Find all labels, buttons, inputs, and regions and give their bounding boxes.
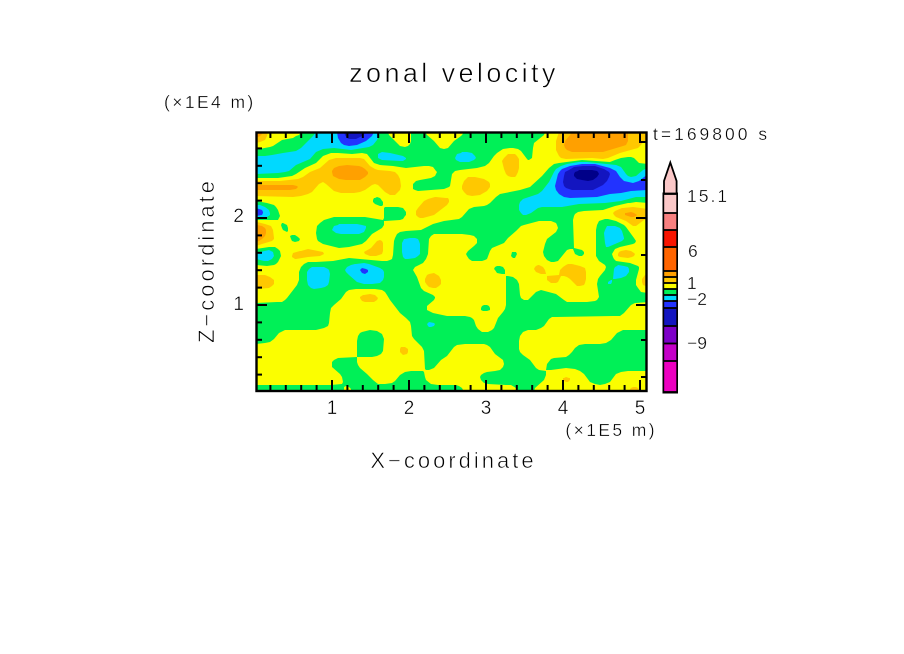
svg-text:2: 2 bbox=[404, 398, 415, 419]
svg-text:zonal velocity: zonal velocity bbox=[349, 58, 559, 88]
svg-text:−2: −2 bbox=[687, 289, 707, 309]
svg-text:5: 5 bbox=[635, 398, 646, 419]
svg-text:2: 2 bbox=[233, 206, 244, 227]
svg-text:1: 1 bbox=[687, 273, 697, 293]
svg-text:(×1E5 m): (×1E5 m) bbox=[565, 420, 657, 440]
svg-text:Z−coordinate: Z−coordinate bbox=[194, 178, 219, 343]
svg-text:3: 3 bbox=[481, 398, 492, 419]
svg-text:1: 1 bbox=[233, 294, 244, 315]
svg-text:1: 1 bbox=[327, 398, 338, 419]
svg-text:t=169800 s: t=169800 s bbox=[653, 124, 770, 144]
svg-text:4: 4 bbox=[558, 398, 569, 419]
svg-text:15.1: 15.1 bbox=[687, 186, 729, 206]
svg-text:−9: −9 bbox=[687, 333, 707, 353]
svg-text:X−coordinate: X−coordinate bbox=[370, 448, 536, 473]
svg-text:(×1E4 m): (×1E4 m) bbox=[164, 92, 256, 112]
svg-text:6: 6 bbox=[688, 241, 698, 261]
